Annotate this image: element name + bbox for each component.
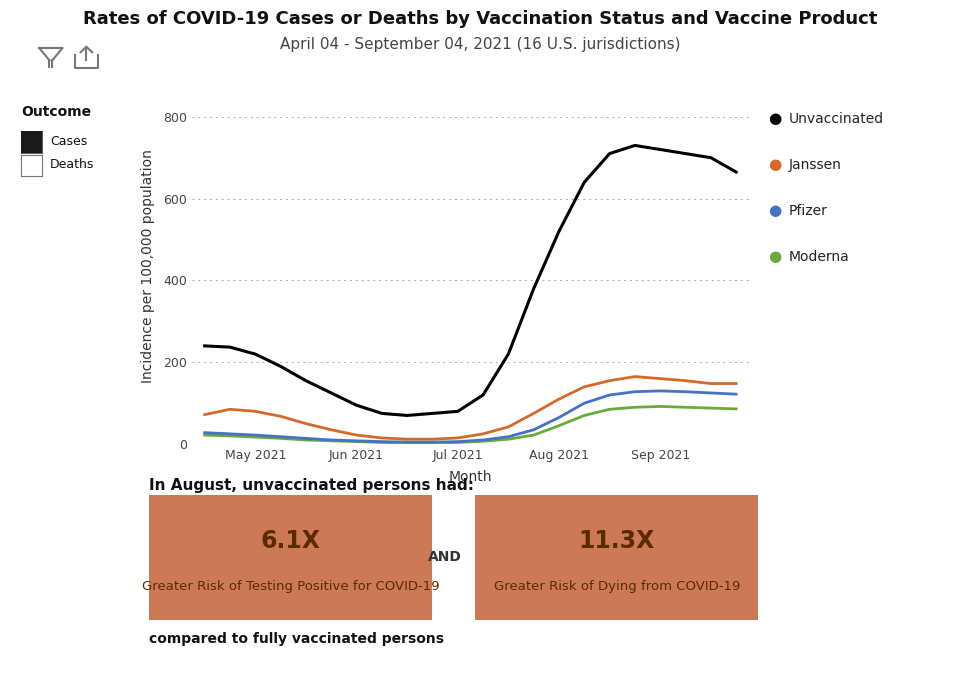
- Text: Janssen: Janssen: [789, 158, 842, 172]
- Text: Outcome: Outcome: [21, 105, 91, 119]
- Text: Greater Risk of Testing Positive for COVID-19: Greater Risk of Testing Positive for COV…: [141, 580, 440, 593]
- Text: Cases: Cases: [50, 134, 87, 148]
- Text: AND: AND: [427, 551, 462, 564]
- Text: ●: ●: [768, 203, 781, 218]
- Text: Rates of COVID-19 Cases or Deaths by Vaccination Status and Vaccine Product: Rates of COVID-19 Cases or Deaths by Vac…: [83, 10, 877, 28]
- Text: Greater Risk of Dying from COVID-19: Greater Risk of Dying from COVID-19: [493, 580, 740, 593]
- Text: Moderna: Moderna: [789, 250, 850, 264]
- Text: In August, unvaccinated persons had:: In August, unvaccinated persons had:: [149, 478, 474, 493]
- Text: compared to fully vaccinated persons: compared to fully vaccinated persons: [149, 632, 444, 646]
- Text: Pfizer: Pfizer: [789, 204, 828, 218]
- Text: ●: ●: [768, 157, 781, 172]
- Text: Deaths: Deaths: [50, 158, 94, 172]
- Text: April 04 - September 04, 2021 (16 U.S. jurisdictions): April 04 - September 04, 2021 (16 U.S. j…: [279, 37, 681, 52]
- Text: 11.3X: 11.3X: [579, 530, 655, 553]
- Text: 6.1X: 6.1X: [260, 530, 321, 553]
- Y-axis label: Incidence per 100,000 population: Incidence per 100,000 population: [141, 149, 155, 383]
- Text: ●: ●: [768, 250, 781, 264]
- Text: Unvaccinated: Unvaccinated: [789, 112, 884, 125]
- X-axis label: Month: Month: [448, 471, 492, 484]
- Text: ●: ●: [768, 111, 781, 126]
